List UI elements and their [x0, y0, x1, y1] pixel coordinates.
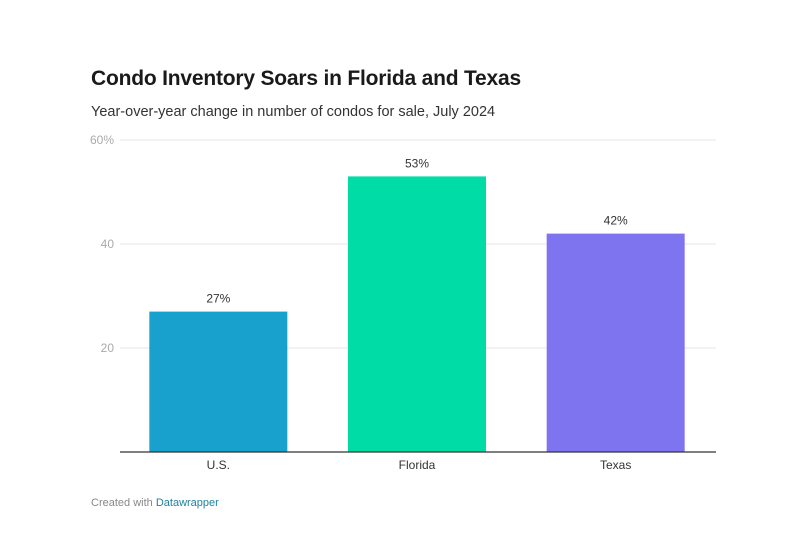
y-axis-ticks: 20 40 60% [90, 133, 114, 355]
value-labels: 27% 53% 42% [206, 156, 628, 305]
bar [149, 311, 288, 452]
bars [149, 176, 685, 452]
value-label: 42% [604, 214, 628, 228]
footer-prefix: Created with [91, 497, 153, 509]
bar [546, 233, 685, 452]
chart-title: Condo Inventory Soars in Florida and Tex… [91, 67, 521, 90]
y-tick-label: 40 [101, 237, 115, 251]
value-label: 53% [405, 156, 429, 170]
x-axis-ticks: U.S. Florida Texas [120, 451, 716, 472]
footer-credit: Created with Datawrapper [91, 497, 219, 509]
y-tick-label: 60% [90, 133, 114, 147]
value-label: 27% [206, 292, 230, 306]
x-tick-label: Texas [600, 458, 631, 472]
datawrapper-link[interactable]: Datawrapper [155, 497, 219, 509]
y-tick-label: 20 [101, 341, 115, 355]
x-tick-label: Florida [399, 458, 436, 472]
bar [348, 176, 486, 452]
chart-subtitle: Year-over-year change in number of condo… [91, 104, 496, 120]
x-tick-label: U.S. [207, 458, 230, 472]
